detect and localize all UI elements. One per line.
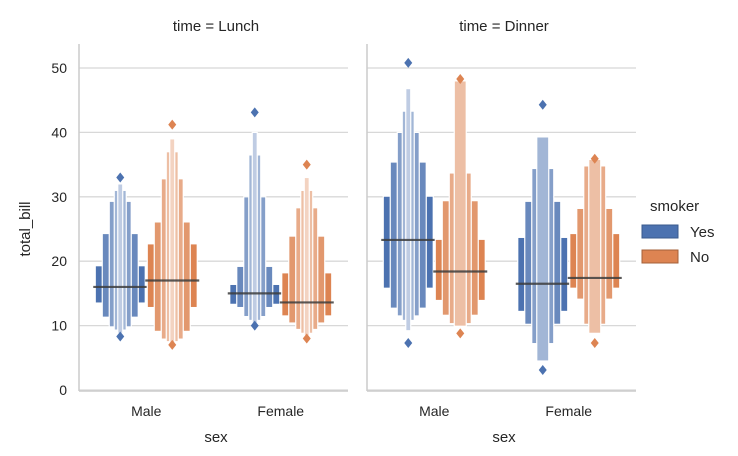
outlier-marker (250, 107, 259, 118)
outlier-marker (168, 119, 177, 130)
y-tick-label: 30 (51, 189, 67, 205)
outlier-marker (456, 73, 465, 84)
legend-swatch-yes (641, 224, 679, 239)
outlier-marker (302, 333, 311, 344)
boxen-group (227, 107, 282, 331)
boxen-group (145, 119, 200, 350)
outlier-marker (404, 337, 413, 348)
outlier-marker (302, 159, 311, 170)
boxen-group (567, 153, 622, 348)
boxen-group (433, 73, 488, 339)
x-axis-label-lunch: sex (204, 429, 228, 446)
outlier-marker (590, 337, 599, 348)
boxen-level (303, 176, 310, 337)
legend: smoker Yes No (641, 198, 714, 266)
x-tick-label: Male (419, 403, 450, 419)
boxen-level (117, 183, 124, 334)
outlier-marker (168, 339, 177, 350)
y-tick-label: 40 (51, 124, 67, 140)
y-tick-label: 20 (51, 253, 67, 269)
boxen-level (453, 80, 467, 327)
x-tick-label: Female (257, 403, 304, 419)
outlier-marker (590, 153, 599, 164)
boxen-level (588, 158, 602, 334)
outlier-marker (404, 57, 413, 68)
legend-label-yes: Yes (690, 224, 714, 241)
outlier-marker (456, 328, 465, 339)
boxen-level (536, 136, 550, 362)
legend-swatch-no (641, 249, 679, 264)
boxen-group (381, 57, 436, 348)
boxen-group (279, 159, 334, 344)
outlier-marker (538, 99, 547, 110)
outlier-marker (116, 172, 125, 183)
boxen-level (405, 88, 412, 332)
boxen-group (93, 172, 148, 342)
x-tick-label: Female (545, 403, 592, 419)
legend-label-no: No (690, 249, 709, 266)
panel-dinner: Male Female (366, 44, 636, 419)
outlier-marker (538, 365, 547, 376)
x-tick-label: Male (131, 403, 162, 419)
boxen-level (169, 138, 176, 345)
y-tick-label: 50 (51, 60, 67, 76)
y-axis-label: total_bill (17, 201, 34, 256)
x-axis-label-dinner: sex (492, 429, 516, 446)
boxen-level (251, 131, 258, 325)
y-tick-label: 10 (51, 318, 67, 334)
legend-title: smoker (650, 198, 699, 215)
boxen-group (515, 99, 570, 376)
panel-title-dinner: time = Dinner (459, 18, 549, 35)
panel-lunch: 0 10 20 30 40 50 Male Female (51, 44, 348, 419)
outlier-marker (250, 320, 259, 331)
outlier-marker (116, 331, 125, 342)
panel-title-lunch: time = Lunch (173, 18, 259, 35)
y-tick-label: 0 (59, 382, 67, 398)
